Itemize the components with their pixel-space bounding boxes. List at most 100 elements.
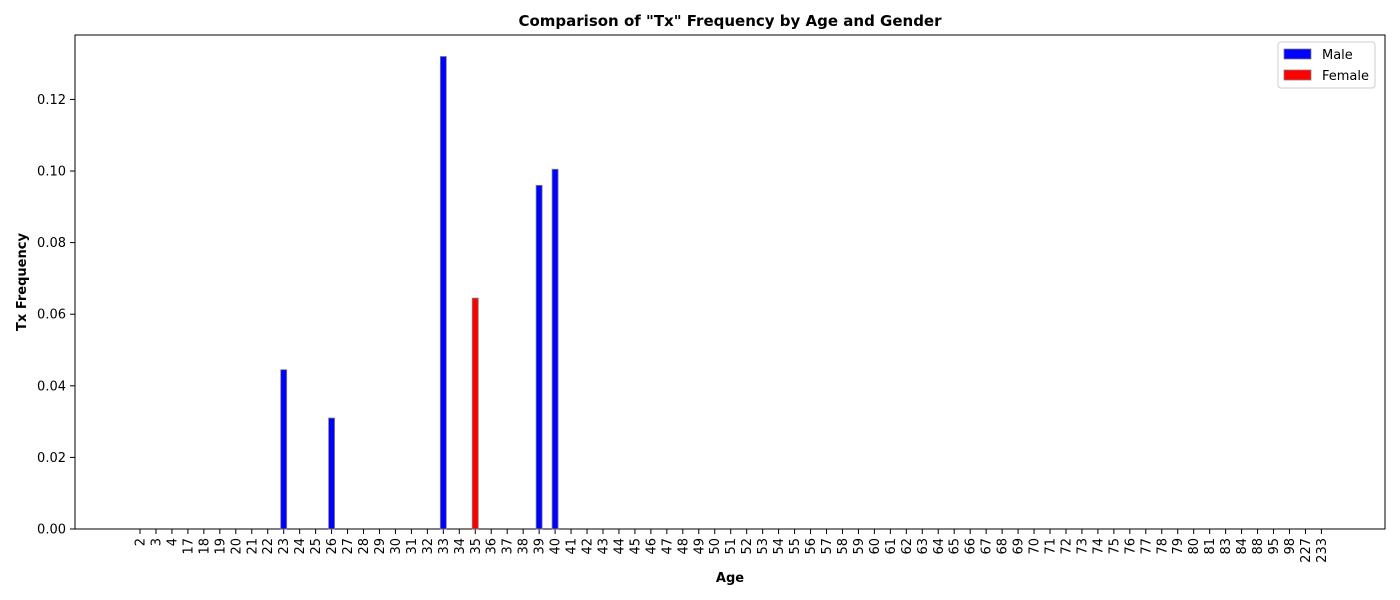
x-tick-label: 28: [357, 538, 372, 555]
x-tick-label: 75: [1107, 538, 1122, 555]
x-tick-label: 48: [676, 538, 691, 555]
x-tick-label: 32: [421, 538, 436, 555]
x-tick-label: 63: [916, 538, 931, 555]
x-axis: 2 3 4 17 18 19 20 21 22 23 24 25 26 27 28 29 30 31 32 33 34 3…: [134, 529, 1330, 563]
x-tick-label: 17: [181, 538, 196, 555]
y-tick-label: 0.10: [37, 165, 66, 180]
x-tick-label: 47: [660, 538, 675, 555]
x-tick-label: 65: [948, 538, 963, 555]
x-tick-label: 37: [501, 538, 516, 555]
y-tick-label: 0.02: [37, 451, 66, 466]
x-tick-label: 3: [149, 538, 164, 546]
x-tick-label: 58: [836, 538, 851, 555]
x-tick-label: 76: [1123, 538, 1138, 555]
x-tick-label: 18: [197, 538, 212, 555]
x-tick-label: 46: [644, 538, 659, 555]
legend-swatch-male: [1283, 48, 1312, 60]
x-tick-label: 36: [485, 538, 500, 555]
x-tick-label: 23: [277, 538, 292, 555]
x-tick-label: 22: [261, 538, 276, 555]
bar-male-40: [551, 168, 559, 530]
bar-male-23: [280, 369, 288, 530]
x-tick-label: 77: [1139, 538, 1154, 555]
y-tick-label: 0.00: [37, 523, 66, 538]
x-tick-label: 39: [533, 538, 548, 555]
x-tick-label: 20: [229, 538, 244, 555]
x-tick-label: 33: [437, 538, 452, 555]
x-tick-label: 41: [565, 538, 580, 555]
x-tick-label: 55: [788, 538, 803, 555]
x-tick-label: 73: [1075, 538, 1090, 555]
x-tick-label: 83: [1219, 538, 1234, 555]
x-tick-label: 72: [1059, 538, 1074, 555]
x-tick-label: 66: [964, 538, 979, 555]
x-tick-label: 43: [596, 538, 611, 555]
x-tick-label: 42: [581, 538, 596, 555]
x-tick-label: 71: [1044, 538, 1059, 555]
x-tick-label: 60: [868, 538, 883, 555]
bar-female-35: [471, 297, 479, 530]
x-tick-label: 84: [1235, 538, 1250, 555]
plot-area: [74, 34, 1386, 530]
x-tick-label: 67: [980, 538, 995, 555]
x-tick-label: 80: [1187, 538, 1202, 555]
bar-male-26: [328, 417, 335, 530]
bar-male-33: [439, 56, 447, 530]
legend-label-female: Female: [1322, 69, 1369, 84]
x-tick-label: 70: [1028, 538, 1043, 555]
x-tick-label: 38: [517, 538, 532, 555]
x-tick-label: 81: [1203, 538, 1218, 555]
legend-label-male: Male: [1322, 48, 1353, 63]
x-tick-label: 64: [932, 538, 947, 555]
x-tick-label: 2: [134, 538, 149, 546]
x-tick-label: 57: [820, 538, 835, 555]
x-tick-label: 233: [1315, 538, 1330, 563]
y-tick-label: 0.06: [37, 308, 66, 323]
x-tick-label: 95: [1267, 538, 1282, 555]
x-tick-label: 26: [325, 538, 340, 555]
y-axis: 0.00 0.02 0.04 0.06 0.08 0.10 0.12: [37, 93, 75, 538]
x-tick-label: 62: [900, 538, 915, 555]
x-tick-label: 30: [389, 538, 404, 555]
x-tick-label: 61: [884, 538, 899, 555]
x-tick-label: 31: [405, 538, 420, 555]
x-tick-label: 88: [1251, 538, 1266, 555]
chart-title: Comparison of "Tx" Frequency by Age and …: [518, 12, 942, 30]
x-tick-label: 98: [1283, 538, 1298, 555]
x-tick-label: 45: [628, 538, 643, 555]
x-tick-label: 29: [373, 538, 388, 555]
y-axis-label: Tx Frequency: [15, 233, 30, 331]
x-axis-label: Age: [716, 571, 744, 586]
y-tick-label: 0.12: [37, 93, 66, 108]
x-tick-label: 51: [724, 538, 739, 555]
x-tick-label: 44: [612, 538, 627, 555]
x-tick-label: 27: [341, 538, 356, 555]
x-tick-label: 74: [1091, 538, 1106, 555]
x-tick-label: 54: [772, 538, 787, 555]
x-tick-label: 69: [1012, 538, 1027, 555]
y-tick-label: 0.04: [37, 379, 66, 394]
x-tick-label: 40: [549, 538, 564, 555]
x-tick-label: 19: [213, 538, 228, 555]
bar-male-39: [535, 184, 543, 530]
x-tick-label: 68: [996, 538, 1011, 555]
x-tick-label: 50: [708, 538, 723, 555]
legend-swatch-female: [1283, 69, 1312, 81]
x-tick-label: 24: [293, 538, 308, 555]
bars: [280, 56, 559, 530]
x-tick-label: 49: [692, 538, 707, 555]
x-tick-label: 52: [740, 538, 755, 555]
x-tick-label: 4: [165, 538, 180, 546]
x-tick-label: 78: [1155, 538, 1170, 555]
x-tick-label: 56: [804, 538, 819, 555]
x-tick-label: 25: [309, 538, 324, 555]
x-tick-label: 34: [453, 538, 468, 555]
y-tick-label: 0.08: [37, 236, 66, 251]
x-tick-label: 59: [852, 538, 867, 555]
x-tick-label: 21: [245, 538, 260, 555]
x-tick-label: 227: [1299, 538, 1314, 563]
x-tick-label: 53: [756, 538, 771, 555]
x-tick-label: 35: [469, 538, 484, 555]
x-tick-label: 79: [1171, 538, 1186, 555]
